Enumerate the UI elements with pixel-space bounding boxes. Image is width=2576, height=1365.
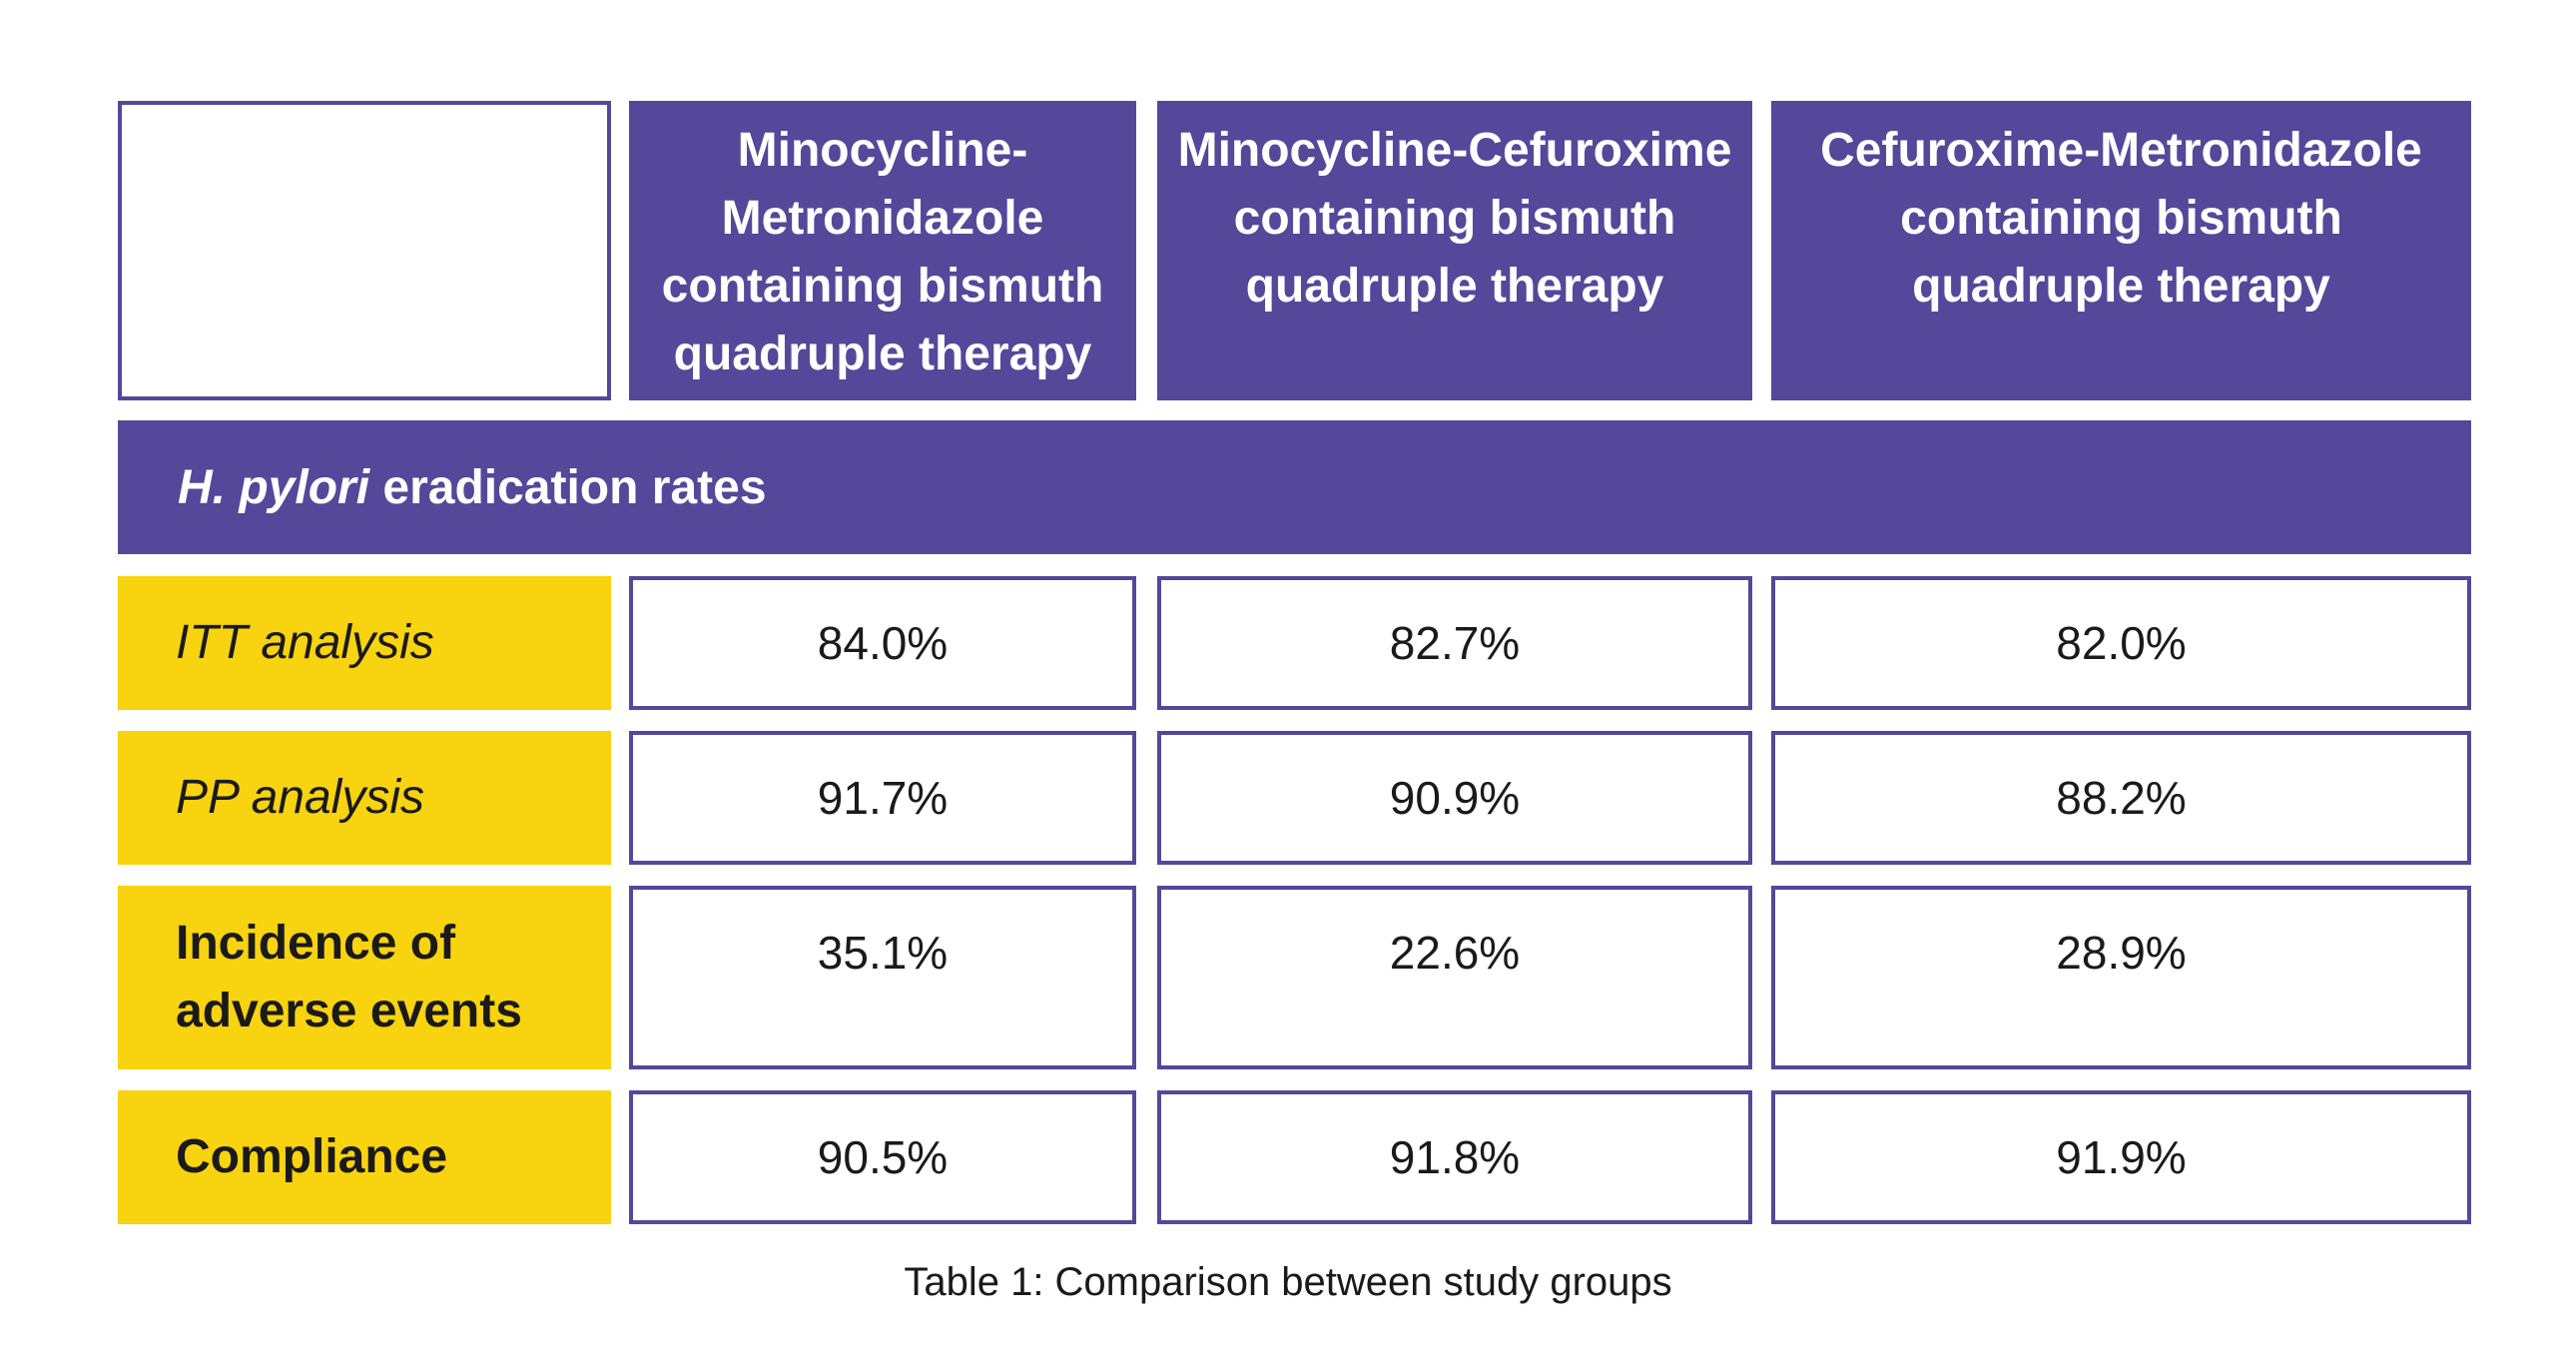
section-header-text: H. pylori eradication rates xyxy=(178,460,767,515)
row-label-compliance-text: Compliance xyxy=(176,1130,448,1183)
table-cell: 82.7% xyxy=(1157,576,1752,710)
table-cell: 84.0% xyxy=(629,576,1136,710)
row-label-pp: PP analysis xyxy=(118,731,611,865)
table-cell: 91.7% xyxy=(629,731,1136,865)
cell-value: 82.0% xyxy=(2056,617,2187,669)
column-header-2-text: Minocycline-Cefuroxime containing bismut… xyxy=(1177,124,1732,313)
table-cell: 91.8% xyxy=(1157,1090,1752,1224)
section-header-eradication-rates: H. pylori eradication rates xyxy=(118,420,2471,554)
table-cell: 22.6% xyxy=(1157,886,1752,1069)
row-label-itt-text: ITT analysis xyxy=(176,616,434,669)
table-cell: 35.1% xyxy=(629,886,1136,1069)
row-label-pp-text: PP analysis xyxy=(176,771,424,824)
table-cell: 90.5% xyxy=(629,1090,1136,1224)
table-cell: 82.0% xyxy=(1771,576,2471,710)
column-header-1: Minocycline-Metronidazole containing bis… xyxy=(629,101,1136,400)
cell-value: 91.8% xyxy=(1389,1131,1521,1183)
row-label-itt: ITT analysis xyxy=(118,576,611,710)
column-header-2: Minocycline-Cefuroxime containing bismut… xyxy=(1157,101,1752,400)
row-label-adverse-events-text: Incidence of adverse events xyxy=(176,917,522,1037)
column-header-3: Cefuroxime-Metronidazole containing bism… xyxy=(1771,101,2471,400)
cell-value: 82.7% xyxy=(1389,617,1521,669)
table-cell: 90.9% xyxy=(1157,731,1752,865)
table-cell: 28.9% xyxy=(1771,886,2471,1069)
cell-value: 90.9% xyxy=(1389,772,1521,824)
cell-value: 84.0% xyxy=(817,617,949,669)
cell-value: 91.7% xyxy=(817,772,949,824)
cell-value: 91.9% xyxy=(2056,1131,2187,1183)
section-header-italic: H. pylori xyxy=(178,460,370,514)
cell-value: 35.1% xyxy=(817,927,949,979)
cell-value: 90.5% xyxy=(817,1131,949,1183)
row-label-compliance: Compliance xyxy=(118,1090,611,1224)
column-header-1-text: Minocycline-Metronidazole containing bis… xyxy=(661,124,1104,380)
table-cell: 91.9% xyxy=(1771,1090,2471,1224)
table-caption: Table 1: Comparison between study groups xyxy=(904,1260,1672,1304)
table-cell: 88.2% xyxy=(1771,731,2471,865)
cell-value: 28.9% xyxy=(2056,927,2187,979)
empty-corner-cell xyxy=(118,101,611,400)
row-label-adverse-events: Incidence of adverse events xyxy=(118,886,611,1069)
section-header-rest: eradication rates xyxy=(369,460,767,514)
cell-value: 88.2% xyxy=(2056,772,2187,824)
cell-value: 22.6% xyxy=(1389,927,1521,979)
column-header-3-text: Cefuroxime-Metronidazole containing bism… xyxy=(1820,124,2422,313)
